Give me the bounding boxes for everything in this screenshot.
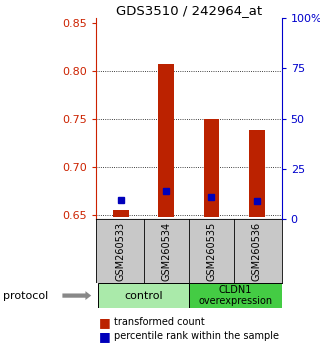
Bar: [249, 130, 265, 217]
Bar: [158, 64, 174, 217]
Text: GSM260534: GSM260534: [161, 222, 171, 281]
Text: percentile rank within the sample: percentile rank within the sample: [114, 331, 279, 341]
Text: GSM260536: GSM260536: [252, 222, 262, 281]
Text: ■: ■: [99, 330, 111, 343]
Text: transformed count: transformed count: [114, 317, 204, 327]
Text: CLDN1
overexpression: CLDN1 overexpression: [198, 285, 272, 307]
Bar: [113, 210, 129, 217]
Text: ■: ■: [99, 316, 111, 329]
Text: GSM260535: GSM260535: [206, 222, 216, 281]
Bar: [204, 119, 219, 217]
Bar: [189, 283, 282, 308]
Bar: [98, 283, 189, 308]
Text: control: control: [124, 291, 163, 301]
Title: GDS3510 / 242964_at: GDS3510 / 242964_at: [116, 4, 262, 17]
Text: GSM260533: GSM260533: [116, 222, 126, 281]
Text: protocol: protocol: [3, 291, 48, 301]
